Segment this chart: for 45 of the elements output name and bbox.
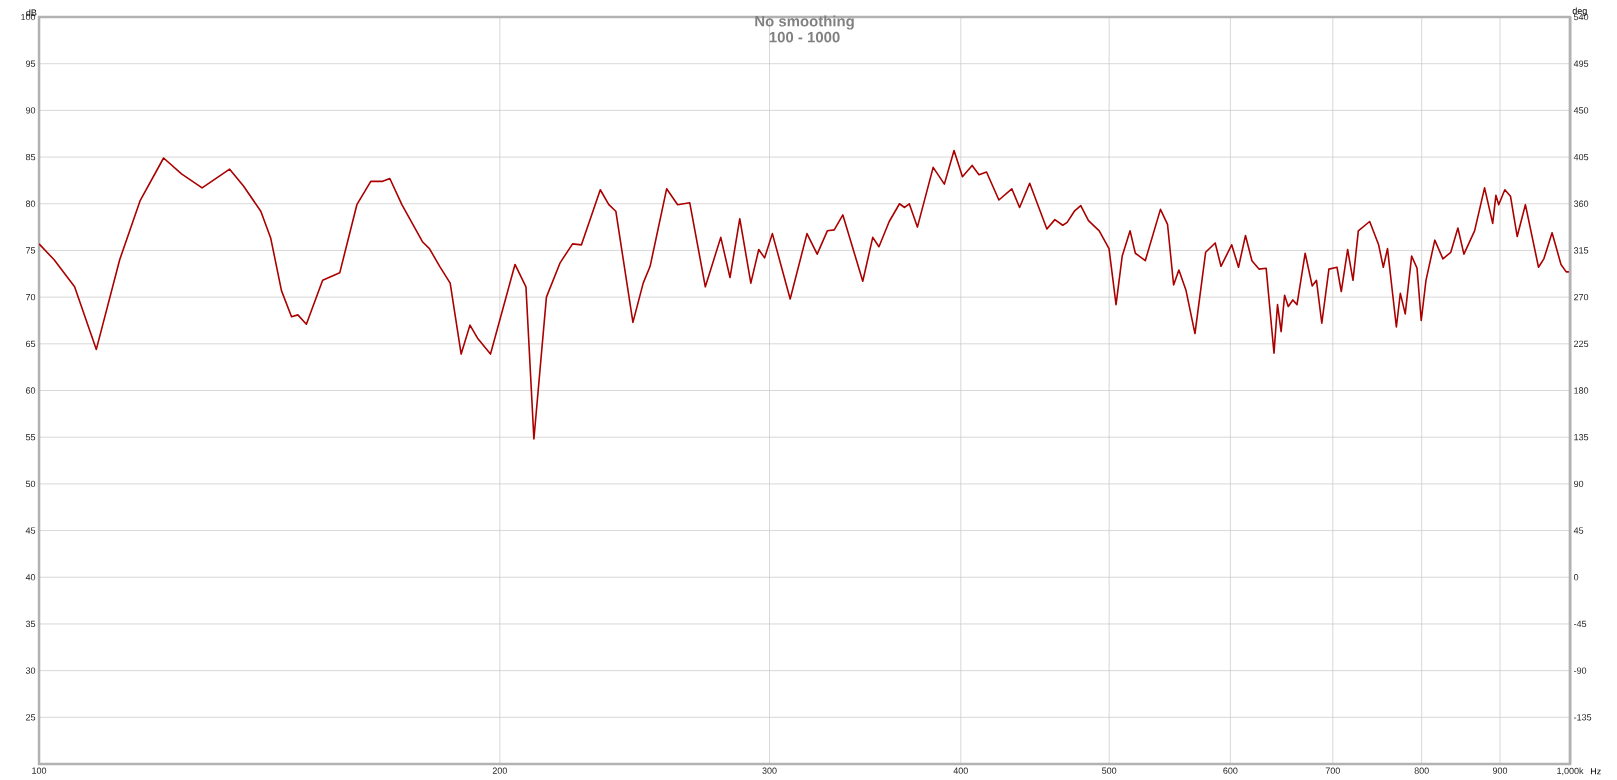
y-tick-label: 55 [25,434,36,441]
y2-tick-label: 0 [1573,574,1579,581]
y2-tick-label: 135 [1574,434,1589,441]
y2-tick-label: 495 [1573,60,1589,67]
x-tick-label: 300 [762,767,777,774]
x-tick-label: 1,000k [1557,767,1584,776]
y2-tick-label: -90 [1574,667,1587,674]
y2-tick-label: 540 [1573,13,1589,21]
y2-tick-label: 90 [1574,480,1584,488]
y2-tick-label: 315 [1573,247,1589,254]
y2-tick-label: 180 [1574,387,1589,394]
x-tick-label: 900 [1492,767,1508,774]
y-tick-label: 35 [25,620,36,628]
text: 100 - 1000 [769,31,840,43]
y2-tick-label: 225 [1574,340,1589,347]
y-tick-label: 85 [25,153,36,161]
x-tick-label: 500 [1102,767,1117,774]
y2-tick-label: -45 [1574,620,1587,628]
y-tick-label: 45 [25,527,36,534]
x-tick-label: 700 [1325,767,1340,774]
y-tick-label: 30 [25,667,36,674]
y2-axis-title: deg [1572,7,1587,16]
y-tick-label: 75 [26,247,36,254]
y-tick-label: 70 [26,293,36,301]
x-tick-label: 100 [32,767,47,774]
x-tick-label: 800 [1414,767,1429,774]
x-tick-label: 200 [492,767,507,774]
y-tick-label: 80 [25,200,36,207]
chart-title: No smoothing [755,15,854,30]
x-tick-label: 600 [1223,767,1238,774]
x-tick-label: 400 [953,767,968,774]
y-tick-label: 95 [25,60,36,67]
y2-tick-label: 405 [1573,153,1589,161]
y-tick-label: 50 [25,480,36,488]
y2-tick-label: 270 [1574,293,1589,301]
y2-tick-label: 450 [1573,107,1589,114]
x-axis-title: Hz [1590,768,1601,775]
y-tick-label: 90 [25,107,36,114]
y2-tick-label: 45 [1573,527,1584,534]
y-tick-label: 65 [26,340,36,347]
y-tick-label: 25 [26,714,36,721]
y-tick-label: 60 [26,387,36,394]
y2-tick-label: 360 [1573,200,1589,207]
y2-tick-label: -135 [1574,714,1592,721]
y-tick-label: 40 [25,574,36,581]
